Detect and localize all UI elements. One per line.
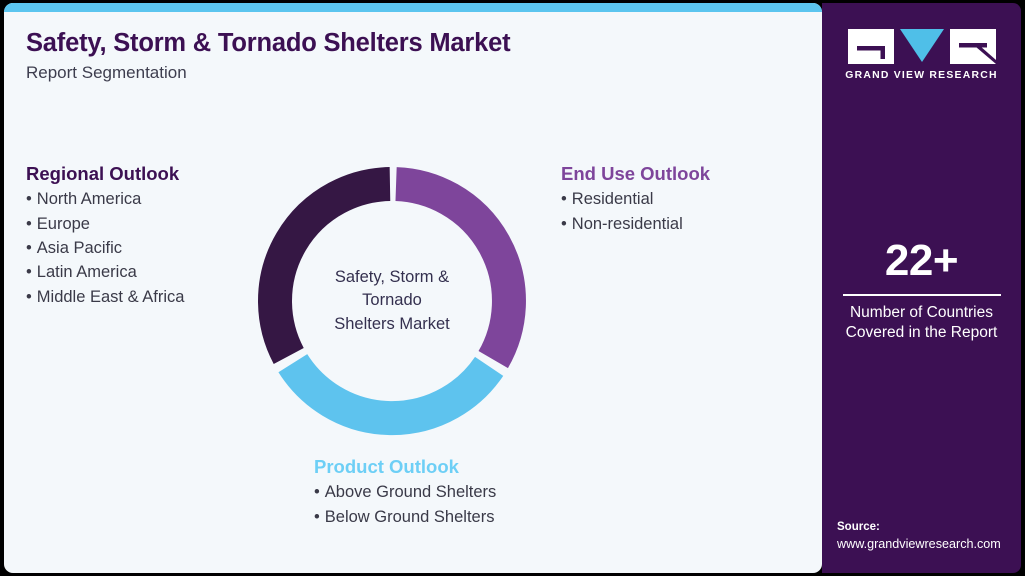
list-item: • Non-residential: [561, 212, 710, 236]
source-label: Source:: [837, 521, 880, 534]
source-block: Source: www.grandviewresearch.com: [837, 520, 1021, 553]
stat-block: 22+ Number of Countries Covered in the R…: [822, 239, 1021, 344]
segment-list-end-use: • Residential • Non-residential: [561, 187, 710, 236]
segment-title-product: Product Outlook: [314, 456, 459, 477]
list-item-label: Asia Pacific: [36, 239, 123, 258]
page-title: Safety, Storm & Tornado Shelters Market: [26, 29, 511, 57]
segment-list-regional: • North America • Europe • Asia Pacific • La…: [26, 187, 184, 309]
bullet-icon: •: [26, 287, 32, 306]
donut-segment-product: [278, 353, 504, 436]
list-item-label: North America: [36, 190, 142, 209]
bullet-icon: •: [561, 190, 567, 209]
list-item: • Residential: [561, 187, 710, 211]
list-item-label: Latin America: [36, 263, 137, 282]
list-item: • Below Ground Shelters: [314, 505, 496, 529]
segment-title-regional: Regional Outlook: [26, 163, 180, 184]
list-item: • Europe: [26, 212, 184, 236]
donut-chart: Safety, Storm & Tornado Shelters Market: [252, 161, 532, 441]
list-item: • Above Ground Shelters: [314, 480, 496, 504]
stat-label-line-2: Covered in the Report: [845, 324, 998, 342]
list-item-label: Middle East & Africa: [36, 287, 185, 306]
brand-sidebar: GRAND VIEW RESEARCH 22+ Number of Countr…: [822, 3, 1021, 573]
list-item-label: Residential: [571, 190, 654, 209]
bullet-icon: •: [26, 239, 32, 258]
segment-product-outlook: Product Outlook • Above Ground Shelters •…: [314, 456, 496, 529]
list-item-label: Above Ground Shelters: [324, 483, 497, 502]
bullet-icon: •: [26, 263, 32, 282]
stat-number: 22+: [884, 236, 959, 285]
list-item-label: Non-residential: [571, 214, 683, 233]
bullet-icon: •: [314, 483, 320, 502]
donut-segment-end-use: [395, 167, 526, 369]
list-item: • Middle East & Africa: [26, 285, 184, 309]
donut-segment-regional: [258, 167, 391, 364]
bullet-icon: •: [314, 507, 320, 526]
list-item: • Latin America: [26, 260, 184, 284]
gvr-logo-icon: [847, 29, 996, 64]
main-card: Safety, Storm & Tornado Shelters Market …: [4, 3, 822, 573]
top-accent-bar: [4, 3, 822, 12]
source-url[interactable]: www.grandviewresearch.com: [837, 537, 1001, 551]
stat-divider: [842, 294, 1001, 296]
list-item: • North America: [26, 187, 184, 211]
brand-logo-text: GRAND VIEW RESEARCH: [845, 70, 998, 81]
list-item-label: Below Ground Shelters: [324, 507, 495, 526]
page-subtitle: Report Segmentation: [26, 63, 187, 83]
bullet-icon: •: [26, 214, 32, 233]
bullet-icon: •: [26, 190, 32, 209]
header: Safety, Storm & Tornado Shelters Market …: [26, 29, 786, 83]
stat-label-line-1: Number of Countries: [849, 303, 993, 321]
segment-title-end-use: End Use Outlook: [561, 163, 711, 184]
bullet-icon: •: [561, 214, 567, 233]
brand-logo: GRAND VIEW RESEARCH: [822, 29, 1021, 81]
segment-regional-outlook: Regional Outlook • North America • Europe …: [26, 163, 184, 309]
list-item-label: Europe: [36, 214, 90, 233]
list-item: • Asia Pacific: [26, 236, 184, 260]
segment-list-product: • Above Ground Shelters • Below Ground She…: [314, 480, 496, 529]
donut-chart-svg: [258, 167, 526, 436]
segment-end-use-outlook: End Use Outlook • Residential • Non-reside…: [561, 163, 710, 236]
